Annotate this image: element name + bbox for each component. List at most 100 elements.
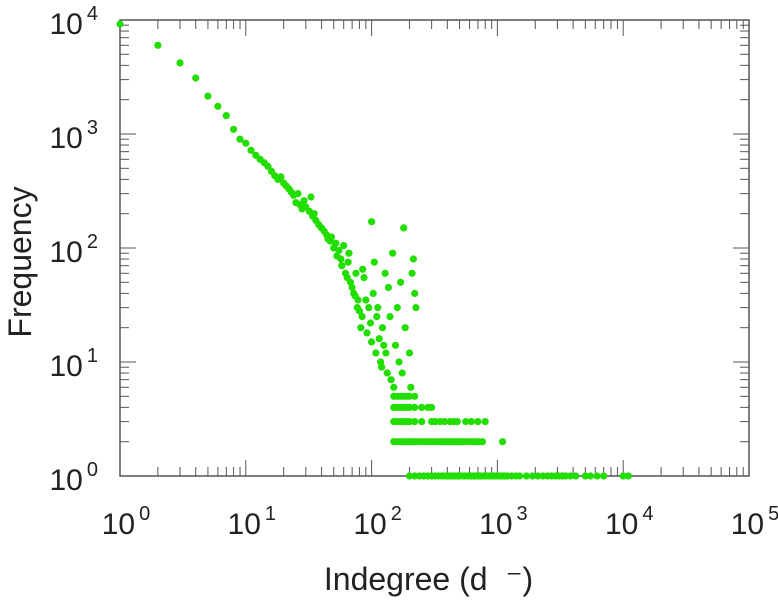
data-point bbox=[338, 262, 346, 270]
data-point bbox=[407, 383, 415, 391]
data-point bbox=[405, 418, 414, 426]
data-point bbox=[360, 274, 368, 282]
data-point bbox=[380, 341, 388, 349]
y-tick-label: 10 3 bbox=[50, 117, 99, 155]
data-point bbox=[230, 125, 238, 133]
data-point bbox=[534, 472, 542, 480]
data-point bbox=[247, 146, 255, 154]
data-point bbox=[586, 472, 595, 480]
data-point bbox=[453, 418, 461, 426]
x-tick-label: 10 5 bbox=[731, 503, 778, 541]
data-point bbox=[327, 233, 336, 241]
data-points bbox=[116, 20, 633, 480]
data-point bbox=[405, 349, 414, 357]
data-point bbox=[624, 472, 633, 480]
data-point bbox=[405, 472, 414, 480]
data-point bbox=[400, 403, 408, 411]
data-point bbox=[264, 162, 272, 170]
data-point bbox=[335, 246, 343, 255]
data-point bbox=[411, 418, 419, 426]
data-point bbox=[387, 376, 395, 384]
y-tick-label: 10 4 bbox=[50, 3, 99, 41]
data-point bbox=[300, 197, 308, 205]
data-point bbox=[363, 329, 371, 337]
data-point bbox=[516, 472, 524, 480]
data-point bbox=[368, 218, 376, 226]
data-point bbox=[418, 403, 426, 411]
data-point bbox=[405, 392, 414, 400]
data-point bbox=[381, 269, 389, 277]
data-point bbox=[378, 324, 387, 332]
data-point bbox=[154, 41, 162, 49]
data-point bbox=[401, 324, 409, 332]
data-point bbox=[384, 283, 392, 292]
data-point bbox=[411, 289, 419, 297]
data-point bbox=[344, 258, 352, 266]
data-point bbox=[192, 74, 200, 82]
data-point bbox=[478, 438, 486, 446]
data-point bbox=[581, 472, 589, 480]
data-point bbox=[307, 193, 315, 201]
data-point bbox=[368, 338, 376, 346]
data-point bbox=[337, 255, 345, 263]
data-point bbox=[400, 392, 408, 400]
data-point bbox=[619, 472, 627, 480]
y-axis-label: Frequency bbox=[2, 186, 38, 337]
x-axis-label: Indegree (d ⁻) bbox=[324, 561, 533, 597]
data-point bbox=[366, 319, 375, 327]
data-point bbox=[428, 403, 436, 411]
data-point bbox=[391, 341, 400, 349]
data-point bbox=[310, 210, 318, 218]
data-point bbox=[411, 403, 419, 411]
data-point bbox=[116, 20, 124, 28]
data-point bbox=[352, 269, 360, 277]
x-tick-label: 10 1 bbox=[228, 503, 276, 541]
data-point bbox=[375, 335, 383, 343]
data-point bbox=[572, 472, 580, 480]
x-tick-label: 10 2 bbox=[353, 503, 402, 541]
data-point bbox=[354, 296, 362, 304]
data-point bbox=[412, 304, 420, 312]
y-tick-label: 10 1 bbox=[50, 345, 99, 383]
data-point bbox=[398, 369, 406, 377]
data-point bbox=[236, 135, 244, 143]
data-point bbox=[362, 296, 370, 304]
data-point bbox=[593, 472, 601, 480]
data-point bbox=[358, 313, 366, 321]
x-tick-label: 10 0 bbox=[102, 503, 151, 541]
data-point bbox=[378, 363, 386, 371]
data-point bbox=[365, 304, 373, 312]
data-point bbox=[522, 472, 531, 480]
data-point bbox=[566, 472, 574, 480]
data-point bbox=[176, 59, 184, 67]
data-point bbox=[462, 418, 470, 426]
data-point bbox=[348, 283, 356, 292]
data-point bbox=[389, 249, 397, 257]
data-point bbox=[332, 239, 340, 247]
x-tick-labels: 10 0 10 1 10 2 10 3 10 4 10 5 bbox=[102, 503, 778, 541]
data-point bbox=[409, 255, 417, 263]
data-point bbox=[408, 269, 416, 277]
data-point bbox=[499, 438, 507, 446]
data-point bbox=[370, 258, 378, 266]
data-point bbox=[382, 349, 390, 357]
data-point bbox=[467, 418, 475, 426]
data-point bbox=[204, 92, 212, 100]
data-point bbox=[411, 392, 419, 400]
data-point bbox=[474, 418, 482, 426]
data-point bbox=[357, 324, 365, 332]
data-point bbox=[277, 173, 285, 181]
data-point bbox=[528, 472, 537, 480]
tick-marks bbox=[119, 20, 749, 477]
data-point bbox=[386, 313, 394, 321]
data-point bbox=[440, 418, 449, 426]
data-point bbox=[359, 265, 367, 273]
data-point bbox=[481, 418, 489, 426]
data-point bbox=[242, 139, 250, 147]
data-point bbox=[222, 112, 230, 120]
data-point bbox=[418, 418, 426, 426]
data-point bbox=[400, 224, 408, 232]
data-point bbox=[355, 307, 363, 315]
